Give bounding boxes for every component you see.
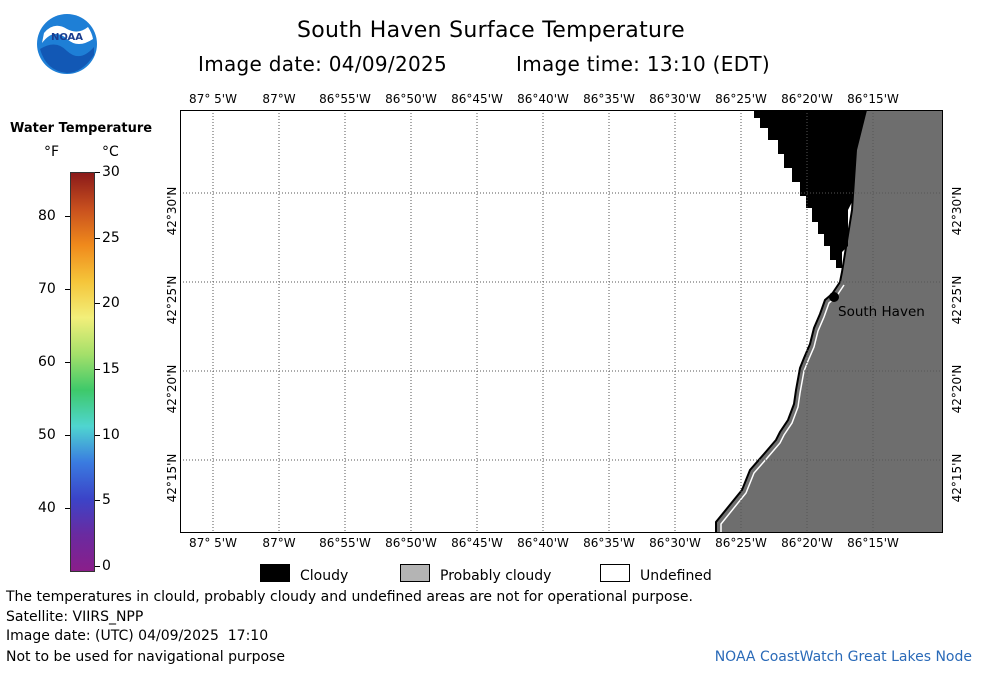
celsius-tick: 25 [102,229,120,246]
longitude-label-top: 86°55'W [319,92,371,106]
cloudy-label: Cloudy [300,568,349,584]
longitude-label-bottom: 86°35'W [583,536,635,550]
latitude-label-right: 42°15'N [950,453,964,503]
latitude-label-right: 42°20'N [950,364,964,414]
fahrenheit-tick-mark [65,215,70,217]
probably-cloudy-label: Probably cloudy [440,568,552,584]
coastline [715,110,867,533]
map-area: South Haven [180,110,943,533]
fahrenheit-tick: 80 [38,207,56,224]
undefined-swatch [600,564,630,582]
celsius-tick: 0 [102,558,111,574]
longitude-label-top: 86°30'W [649,92,701,106]
longitude-label-top: 86°45'W [451,92,503,106]
longitude-label-top: 87°W [262,92,296,106]
noaa-logo-text: NOAA [51,32,83,43]
fahrenheit-tick: 60 [38,353,56,370]
longitude-label-top: 86°50'W [385,92,437,106]
satellite-text: Satellite: VIIRS_NPP [6,609,144,625]
longitude-label-bottom: 86°40'W [517,536,569,550]
probably-cloudy-swatch [400,564,430,582]
celsius-tick: 15 [102,361,120,377]
longitude-label-bottom: 86°25'W [715,536,767,550]
longitude-label-top: 87° 5'W [189,92,237,106]
longitude-label-bottom: 86°50'W [385,536,437,550]
fahrenheit-tick-mark [65,434,70,436]
celsius-tick-mark [95,237,100,239]
utc-date-text: Image date: (UTC) 04/09/2025 17:10 [6,628,269,644]
fahrenheit-tick: 50 [38,426,56,443]
latitude-label-right: 42°30'N [950,186,964,236]
undefined-label: Undefined [640,568,712,584]
celsius-tick: 30 [102,164,120,180]
celsius-tick: 5 [102,492,111,509]
celsius-tick-mark [95,369,100,370]
longitude-label-bottom: 86°15'W [847,536,899,550]
celsius-tick-mark [95,434,100,436]
longitude-label-bottom: 87°W [262,536,296,550]
south-haven-marker [829,292,839,302]
navigation-warning: Not to be used for navigational purpose [6,649,285,665]
longitude-label-bottom: 87° 5'W [189,536,237,550]
credit-text: NOAA CoastWatch Great Lakes Node [714,649,972,665]
longitude-label-top: 86°15'W [847,92,899,106]
latitude-label-left: 42°15'N [165,453,179,503]
unit-celsius: °C [102,144,119,160]
longitude-label-top: 86°40'W [517,92,569,106]
latitude-label-left: 42°25'N [165,275,179,325]
fahrenheit-tick-mark [65,361,70,363]
latitude-label-left: 42°20'N [165,364,179,414]
page-title: South Haven Surface Temperature [297,18,685,43]
image-time: Image time: 13:10 (EDT) [516,52,771,76]
temperature-colorbar [70,172,95,572]
cloudy-swatch [260,564,290,582]
longitude-label-top: 86°20'W [781,92,833,106]
celsius-tick-mark [95,303,100,305]
colorbar-title: Water Temperature [10,121,153,136]
unit-fahrenheit: °F [44,144,60,160]
cloud-area [754,110,866,268]
graticule [180,110,943,533]
longitude-label-top: 86°25'W [715,92,767,106]
celsius-tick-mark [95,566,100,567]
land-area [716,110,943,533]
longitude-label-bottom: 86°20'W [781,536,833,550]
celsius-tick: 20 [102,295,120,312]
celsius-tick-mark [95,172,100,173]
latitude-label-right: 42°25'N [950,275,964,325]
disclaimer-text: The temperatures in clould, probably clo… [6,589,693,605]
south-haven-label: South Haven [838,304,925,320]
fahrenheit-tick-mark [65,288,70,290]
longitude-label-top: 86°35'W [583,92,635,106]
longitude-label-bottom: 86°45'W [451,536,503,550]
longitude-label-bottom: 86°30'W [649,536,701,550]
celsius-tick: 10 [102,426,120,443]
longitude-label-bottom: 86°55'W [319,536,371,550]
fahrenheit-tick: 70 [38,280,56,297]
noaa-logo: NOAA [36,13,98,75]
latitude-label-left: 42°30'N [165,186,179,236]
celsius-tick-mark [95,500,100,502]
fahrenheit-tick: 40 [38,499,56,516]
fahrenheit-tick-mark [65,507,70,509]
image-date: Image date: 04/09/2025 [198,52,448,76]
